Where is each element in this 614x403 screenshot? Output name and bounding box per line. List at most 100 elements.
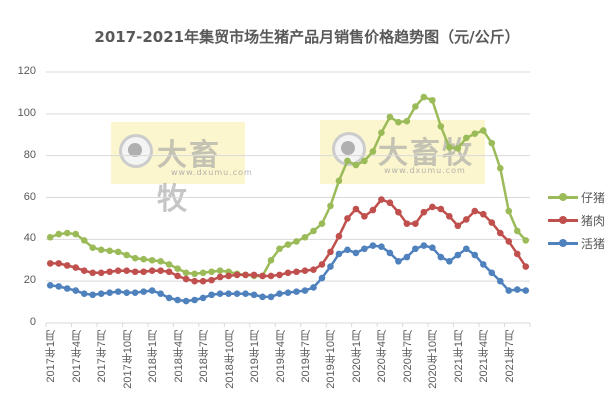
data-point (140, 288, 147, 295)
data-point (89, 291, 97, 299)
data-point (259, 272, 266, 280)
data-point (369, 242, 377, 249)
data-point (412, 103, 419, 110)
data-point (89, 269, 97, 277)
data-point (199, 277, 207, 285)
data-point (148, 267, 156, 275)
data-point (131, 254, 139, 262)
data-point (310, 227, 317, 235)
data-point (131, 289, 139, 296)
data-point (46, 260, 54, 267)
data-point (216, 273, 224, 281)
data-point (174, 272, 181, 280)
data-point (335, 232, 343, 240)
data-point (72, 230, 80, 238)
data-point (344, 215, 351, 222)
data-point (437, 205, 445, 213)
data-point (386, 199, 394, 207)
data-point (97, 290, 105, 298)
data-point (242, 271, 249, 279)
data-point (412, 220, 419, 227)
data-point (454, 222, 462, 230)
data-point (55, 260, 63, 267)
data-point (80, 290, 88, 298)
legend-label: 猪肉 (581, 214, 606, 228)
data-point (63, 229, 71, 237)
data-point (318, 261, 326, 268)
data-point (276, 271, 283, 279)
data-point (403, 220, 411, 227)
data-point (352, 205, 360, 213)
data-point (97, 246, 105, 254)
data-point (505, 287, 513, 294)
y-tick-label: 20 (23, 274, 36, 287)
data-point (114, 267, 122, 275)
x-tick-label: 2018年7月 (198, 330, 211, 383)
data-point (284, 289, 292, 296)
series-line (50, 244, 526, 303)
x-tick-label: 2019年1月 (249, 330, 262, 383)
data-point (63, 285, 71, 292)
data-point (191, 270, 198, 278)
data-point (293, 238, 300, 245)
data-point (284, 241, 292, 248)
x-tick-label: 2019年4月 (274, 330, 287, 383)
data-point (335, 250, 343, 258)
data-point (327, 202, 334, 210)
data-point (420, 93, 428, 101)
data-point (276, 290, 283, 298)
legend-item-live-hog[interactable]: 活猪 (548, 232, 605, 255)
data-point (208, 291, 215, 299)
x-tick-label: 2021年1月 (452, 330, 465, 383)
data-point (522, 237, 530, 244)
eye-logo-icon (119, 134, 153, 168)
data-point (301, 287, 309, 294)
data-point (174, 265, 181, 272)
data-point (250, 271, 258, 279)
line-marker-icon (548, 193, 578, 201)
data-point (55, 230, 63, 238)
data-point (361, 213, 368, 220)
data-point (463, 216, 470, 223)
x-tick-label: 2019年7月 (299, 330, 312, 383)
data-point (123, 289, 130, 296)
x-tick-label: 2017年7月 (96, 330, 109, 383)
watermark-url: www.dxumu.com (171, 168, 253, 177)
x-tick-label: 2018年10月 (223, 330, 236, 389)
data-point (479, 261, 487, 268)
data-point (140, 268, 147, 276)
data-point (259, 272, 266, 280)
legend-item-pork[interactable]: 猪肉 (548, 209, 605, 232)
x-tick-label: 2018年4月 (172, 330, 185, 383)
data-point (301, 233, 309, 241)
data-point (106, 268, 113, 276)
data-point (267, 293, 275, 301)
data-point (395, 257, 402, 265)
data-point (72, 264, 80, 271)
data-point (225, 268, 232, 276)
x-tick-label: 2017年10月 (121, 330, 134, 389)
data-point (429, 96, 436, 104)
data-point (199, 294, 207, 302)
data-point (182, 275, 190, 283)
data-point (361, 245, 368, 253)
data-point (429, 203, 436, 211)
data-point (437, 253, 445, 261)
data-point (123, 251, 130, 259)
data-point (114, 248, 122, 256)
watermark-left: 大畜牧 www.dxumu.com (111, 122, 252, 217)
data-point (318, 274, 326, 282)
data-point (344, 246, 351, 254)
data-point (225, 290, 232, 298)
series-line (50, 198, 527, 283)
data-point (106, 247, 113, 255)
data-point (191, 296, 198, 304)
data-point (216, 267, 224, 275)
x-tick-label: 2019年10月 (325, 330, 338, 389)
data-point (182, 269, 190, 277)
data-point (80, 267, 88, 275)
data-point (157, 290, 164, 298)
data-point (496, 229, 504, 237)
data-point (420, 208, 428, 216)
legend-item-piglet[interactable]: 仔猪 (548, 186, 605, 209)
